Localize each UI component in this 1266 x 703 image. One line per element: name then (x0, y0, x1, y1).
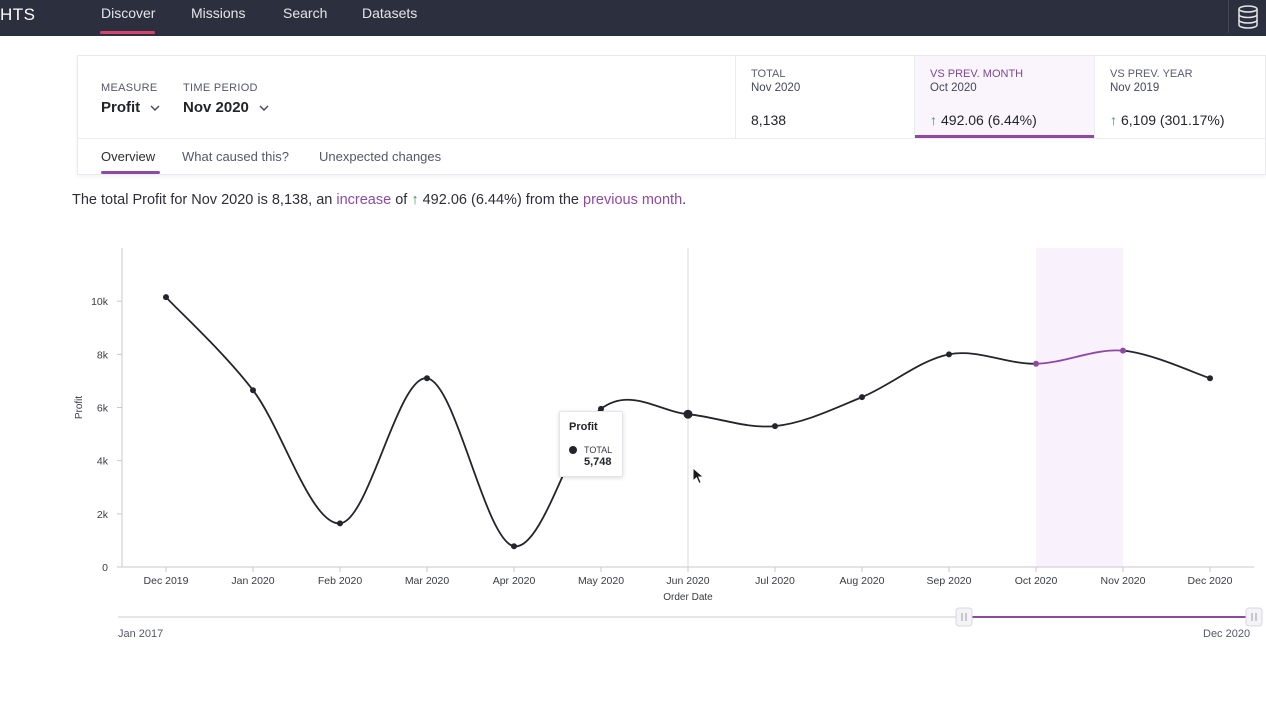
data-point[interactable] (250, 387, 256, 394)
tab-unexpected-changes[interactable]: Unexpected changes (319, 149, 442, 164)
x-tick-label: Dec 2019 (144, 575, 189, 587)
y-tick-label: 2k (97, 509, 109, 521)
tab-what-caused-this[interactable]: What caused this? (182, 149, 289, 164)
chevron-down-icon (150, 105, 160, 111)
data-point[interactable] (683, 409, 693, 419)
series-line (1122, 349, 1211, 380)
summary-text: . (682, 192, 687, 208)
active-stat-indicator (915, 135, 1094, 139)
stat-subtitle: Oct 2020 (930, 82, 977, 94)
summary-text: of (391, 192, 412, 208)
y-tick-label: 8k (97, 349, 109, 361)
tooltip-label: TOTAL (584, 445, 613, 455)
x-axis-label: Order Date (663, 592, 713, 603)
time-period-label: TIME PERIOD (183, 82, 258, 94)
x-tick-label: Jan 2020 (231, 575, 274, 587)
x-tick-label: Apr 2020 (493, 575, 536, 587)
data-point[interactable] (1120, 347, 1126, 354)
database-icon (1237, 4, 1258, 29)
x-tick-label: Nov 2020 (1101, 575, 1146, 587)
series-line-highlight (1035, 349, 1124, 365)
summary-sentence: The total Profit for Nov 2020 is 8,138, … (72, 192, 686, 208)
data-point[interactable] (1207, 375, 1213, 382)
metric-header-card: MEASURE Profit TIME PERIOD Nov 2020 TOTA… (77, 55, 1266, 175)
measure-label: MEASURE (101, 82, 158, 94)
analysis-tabs: Overview What caused this? Unexpected ch… (78, 138, 1265, 176)
mouse-cursor-icon (692, 467, 705, 485)
x-tick-label: Dec 2020 (1188, 575, 1233, 587)
y-tick-label: 4k (97, 456, 109, 468)
measure-dropdown[interactable]: Profit (101, 99, 160, 116)
time-period-dropdown[interactable]: Nov 2020 (183, 99, 269, 116)
range-start-label: Jan 2017 (118, 628, 164, 640)
y-tick-label: 10k (91, 296, 109, 308)
database-button[interactable] (1228, 0, 1266, 33)
arrow-up-icon: ↑ (930, 112, 937, 128)
summary-text: 492.06 (6.44%) from the (418, 192, 584, 208)
range-handle-left[interactable] (955, 607, 973, 627)
stat-value: 6,109 (301.17%) (1121, 112, 1225, 128)
stat-title: VS PREV. MONTH (930, 68, 1024, 80)
x-tick-label: Sep 2020 (927, 575, 972, 587)
increase-link[interactable]: increase (336, 192, 392, 208)
stat-total[interactable]: TOTAL Nov 2020 8,138 (735, 56, 914, 138)
x-tick-label: Mar 2020 (405, 575, 450, 587)
arrow-up-icon: ↑ (411, 192, 419, 208)
date-range-slider[interactable] (0, 604, 1266, 634)
data-point[interactable] (424, 375, 430, 382)
x-tick-label: Feb 2020 (318, 575, 363, 587)
previous-month-link[interactable]: previous month (583, 192, 683, 208)
active-tab-indicator (101, 171, 160, 174)
data-point[interactable] (163, 294, 169, 301)
stat-value: 8,138 (751, 112, 787, 128)
stat-title: TOTAL (751, 68, 786, 80)
stat-value: 492.06 (6.44%) (941, 112, 1037, 128)
data-point[interactable] (859, 394, 865, 401)
data-point[interactable] (1033, 360, 1039, 367)
data-point[interactable] (511, 543, 517, 550)
stat-subtitle: Nov 2019 (1110, 82, 1160, 94)
x-tick-label: Oct 2020 (1015, 575, 1058, 587)
range-handle-right[interactable] (1245, 607, 1263, 627)
data-point[interactable] (946, 351, 952, 358)
tooltip-title: Profit (569, 421, 598, 433)
summary-text: The total Profit for Nov 2020 is 8,138, … (72, 192, 337, 208)
stat-title: VS PREV. YEAR (1110, 68, 1193, 80)
highlight-band (1036, 248, 1123, 567)
nav-tab-missions[interactable]: Missions (191, 5, 246, 21)
chevron-down-icon (259, 105, 269, 111)
x-tick-label: Jul 2020 (755, 575, 795, 587)
arrow-up-icon: ↑ (1110, 112, 1117, 128)
range-end-label: Dec 2020 (1203, 628, 1251, 640)
data-point[interactable] (337, 520, 343, 527)
stat-vs-prev-year[interactable]: VS PREV. YEAR Nov 2019 ↑ 6,109 (301.17%) (1094, 56, 1266, 138)
tooltip-value: 5,748 (584, 456, 612, 468)
app-brand[interactable]: HTS (0, 5, 36, 24)
time-period-value: Nov 2020 (183, 99, 249, 116)
data-point[interactable] (772, 423, 778, 430)
series-dot-icon (569, 446, 577, 454)
active-nav-indicator (100, 31, 155, 34)
x-tick-label: Aug 2020 (840, 575, 885, 587)
top-nav-bar: HTS Discover Missions Search Datasets (0, 0, 1266, 36)
nav-tab-datasets[interactable]: Datasets (362, 5, 418, 21)
stat-subtitle: Nov 2020 (751, 82, 801, 94)
stat-vs-prev-month[interactable]: VS PREV. MONTH Oct 2020 ↑ 492.06 (6.44%) (914, 56, 1094, 139)
y-tick-label: 0 (102, 562, 108, 574)
nav-tab-discover[interactable]: Discover (101, 5, 156, 21)
x-tick-label: Jun 2020 (666, 575, 709, 587)
chart-tooltip: Profit TOTAL 5,748 (559, 411, 623, 477)
y-axis-label: Profit (74, 396, 85, 420)
y-tick-label: 6k (97, 403, 109, 415)
nav-tab-search[interactable]: Search (283, 5, 328, 21)
x-tick-label: May 2020 (578, 575, 624, 587)
tab-overview[interactable]: Overview (101, 149, 156, 164)
measure-value: Profit (101, 99, 141, 116)
